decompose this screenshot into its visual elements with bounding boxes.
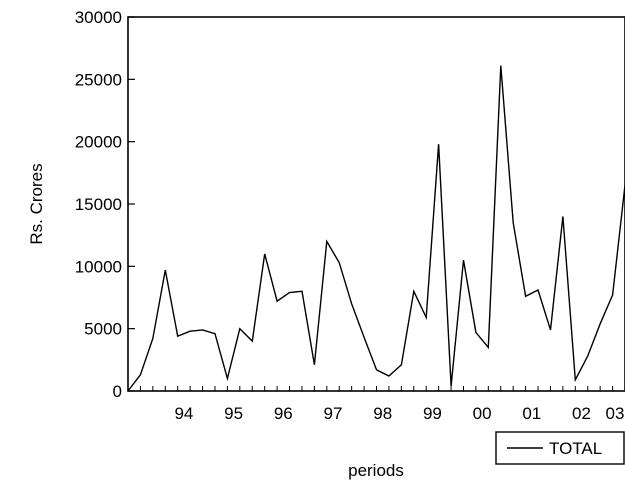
x-tick-label: 00 [473, 404, 492, 423]
y-tick-label: 5000 [84, 320, 122, 339]
x-tick-label: 95 [224, 404, 243, 423]
x-tick-label: 98 [373, 404, 392, 423]
x-tick-label: 99 [423, 404, 442, 423]
x-tick-label: 01 [522, 404, 541, 423]
y-tick-label: 20000 [75, 133, 122, 152]
x-tick-label: 97 [324, 404, 343, 423]
x-axis: 94 95 96 97 98 99 00 01 02 03 [127, 386, 625, 423]
y-axis: 0 5000 10000 15000 20000 25000 30000 [75, 8, 135, 401]
x-tick-label: 03 [606, 404, 625, 423]
y-tick-label: 10000 [75, 257, 122, 276]
y-tick-label: 25000 [75, 70, 122, 89]
legend: TOTAL [495, 431, 625, 465]
plot-frame [127, 16, 625, 392]
x-tick-label: 96 [274, 404, 293, 423]
x-tick-label: 02 [572, 404, 591, 423]
y-tick-label: 30000 [75, 8, 122, 27]
x-axis-title: periods [348, 461, 404, 480]
y-tick-label: 15000 [75, 195, 122, 214]
y-axis-title: Rs. Crores [27, 163, 46, 244]
legend-label: TOTAL [549, 439, 602, 458]
series-line-total [127, 65, 625, 392]
y-tick-label: 0 [113, 382, 122, 401]
x-tick-label: 94 [174, 404, 193, 423]
